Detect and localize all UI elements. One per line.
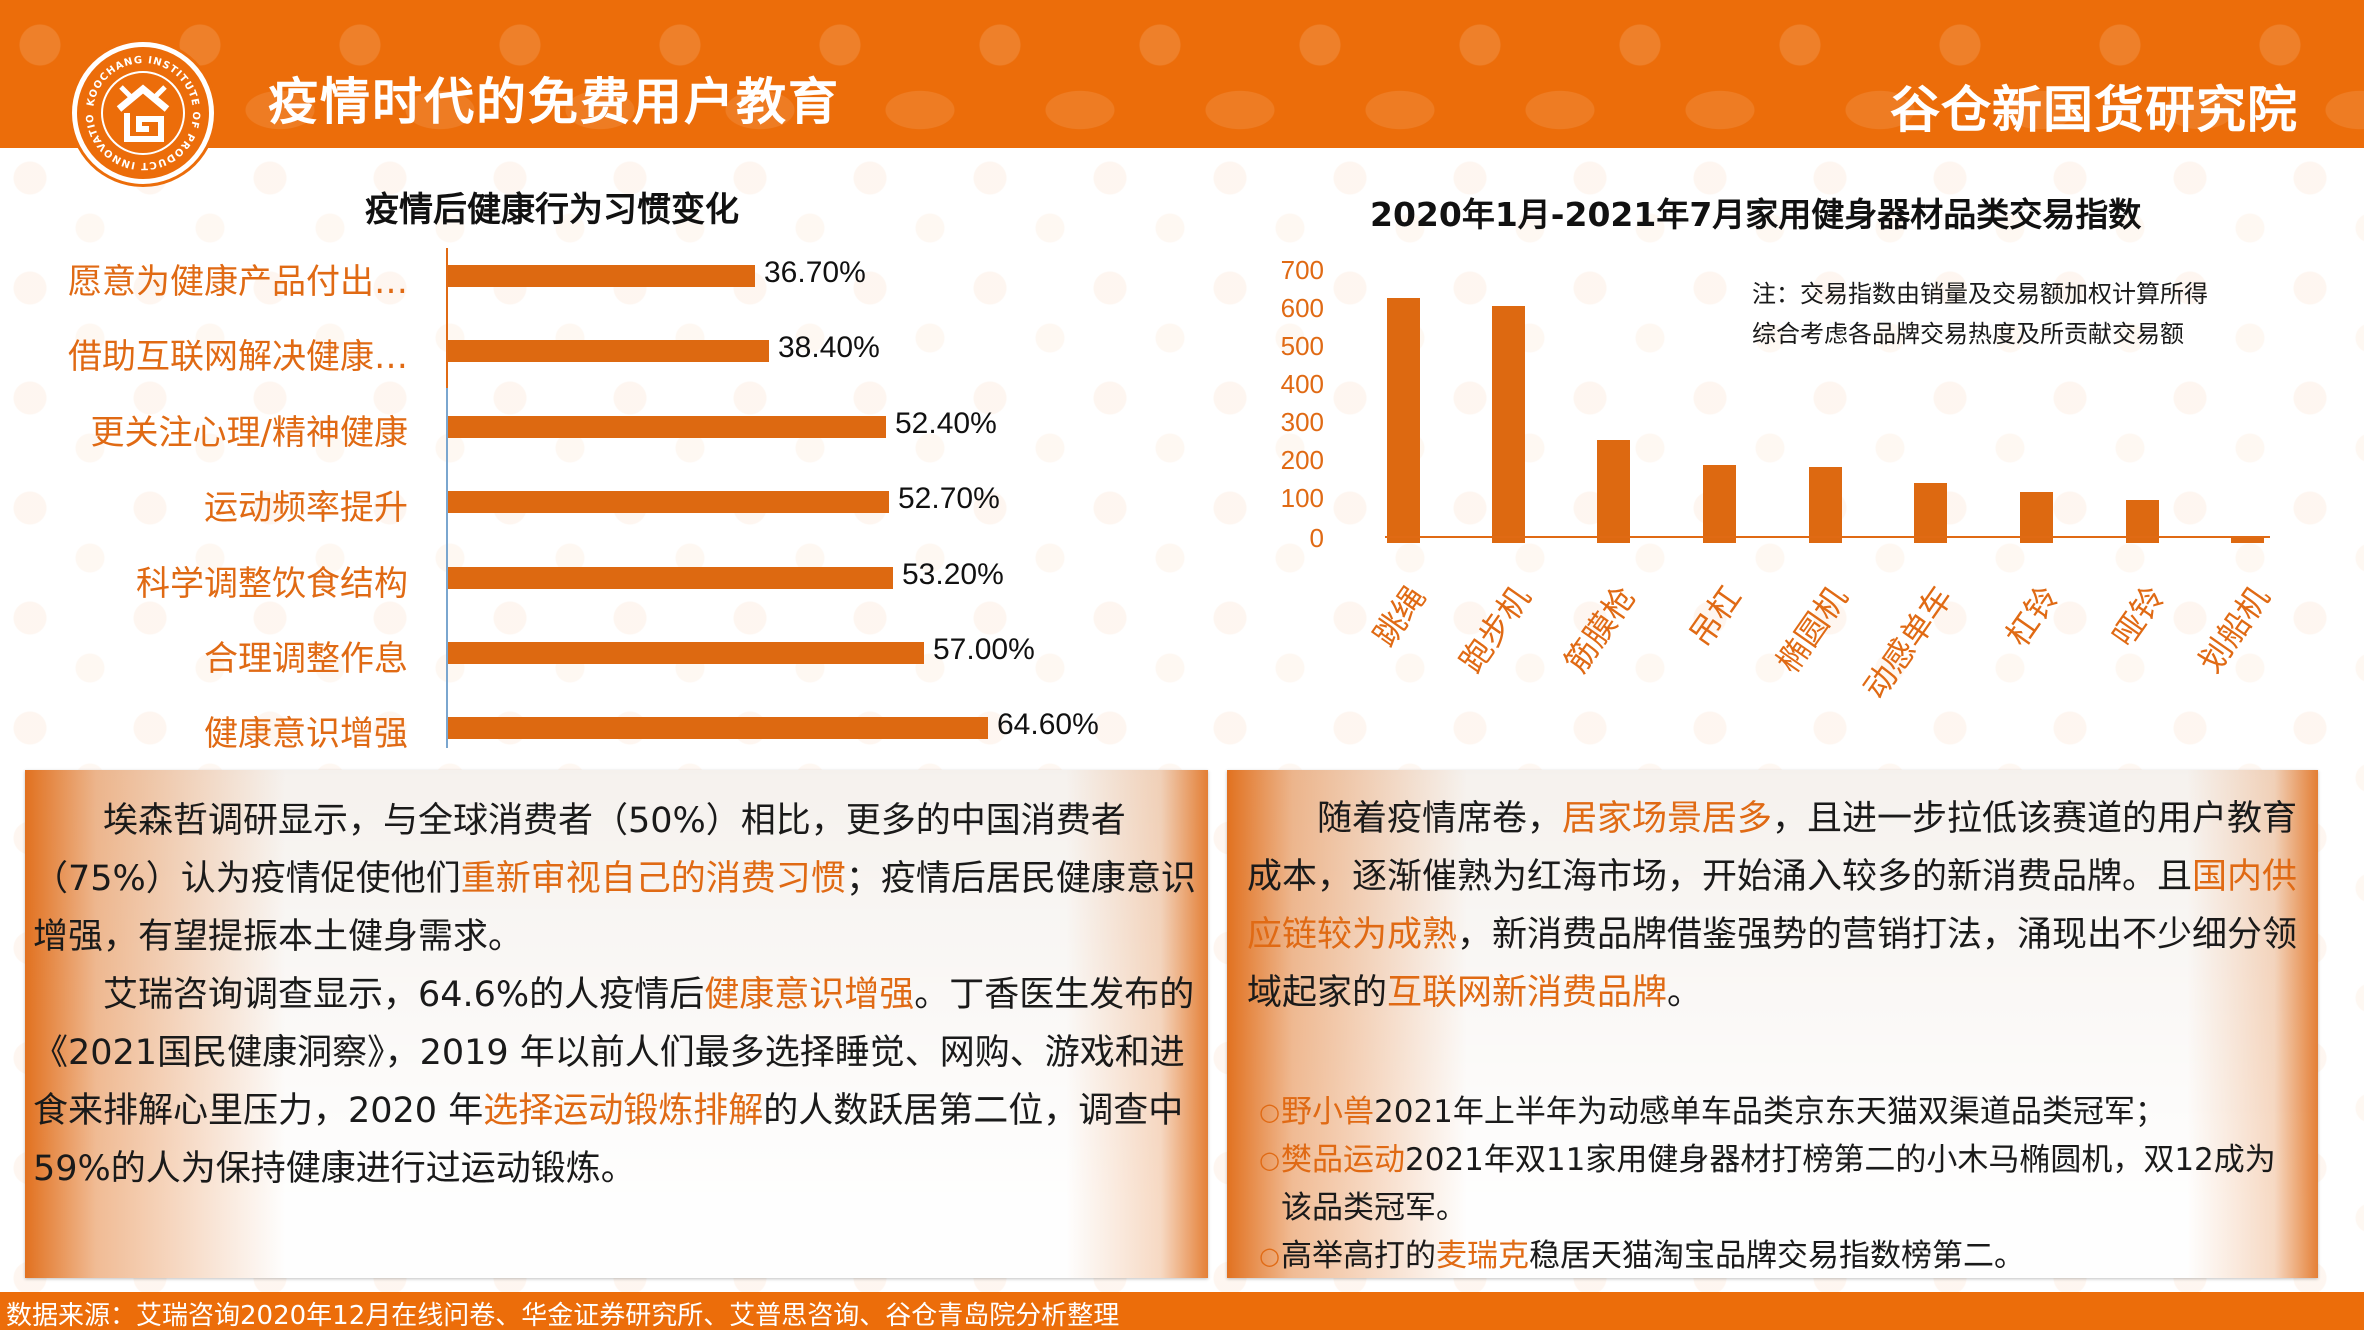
bar: [1914, 483, 1947, 543]
bar-row: 愿意为健康产品付出… 36.70%: [0, 256, 1200, 302]
bar-value: 53.20%: [902, 558, 1004, 591]
text-segment: 。丁香医生发布的《2021国民健康洞察》，2019 年以前人们最多选择睡觉、网购…: [33, 975, 1195, 1131]
left-chart-title: 疫情后健康行为习惯变化: [365, 190, 739, 230]
svg-text:KOOCHANG INSTITUTE OF PRODUCT: KOOCHANG INSTITUTE OF PRODUCT INNOVATION: [77, 47, 201, 171]
bar-label: 健康意识增强: [204, 714, 408, 754]
bar-value: 36.70%: [764, 256, 866, 289]
bar-value: 64.60%: [997, 708, 1099, 741]
bar: [448, 717, 988, 739]
circle-bullet-icon: ○: [1259, 1146, 1280, 1174]
bar: [2020, 492, 2053, 543]
brand-bullet-list: ○ 野小兽2021年上半年为动感单车品类京东天猫双渠道品类冠军； ○ 樊品运动202…: [1259, 1088, 2299, 1280]
market-analysis-panel: 随着疫情席卷，居家场景居多，且进一步拉低该赛道的用户教育成本，逐渐催熟为红海市场…: [1227, 770, 2318, 1278]
highlight-text: 互联网新消费品牌: [1387, 973, 1668, 1013]
bar: [448, 567, 893, 589]
list-item: ○ 高举高打的麦瑞克稳居天猫淘宝品牌交易指数榜第二。: [1259, 1232, 2299, 1280]
list-item: ○ 樊品运动2021年双11家用健身器材打榜第二的小木马椭圆机，双12成为该品类冠…: [1259, 1136, 2299, 1232]
text-segment: 随着疫情席卷，: [1317, 799, 1563, 839]
list-item: ○ 野小兽2021年上半年为动感单车品类京东天猫双渠道品类冠军；: [1259, 1088, 2299, 1136]
bar: [448, 265, 755, 287]
bar: [1492, 306, 1525, 543]
bar: [1809, 467, 1842, 543]
chart-axis-top: [446, 248, 448, 388]
text-segment: 埃森哲调研显示，与全球消费者（50%）相比，更多的中国消费者（75%）认为疫情促…: [33, 801, 1126, 899]
bar-row: 更关注心理/精神健康 52.40%: [0, 407, 1200, 453]
bar-value: 38.40%: [778, 331, 880, 364]
paragraph-consumer-habits: 埃森哲调研显示，与全球消费者（50%）相比，更多的中国消费者（75%）认为疫情促…: [33, 792, 1203, 966]
bar-label: 科学调整饮食结构: [136, 564, 408, 604]
bar-row: 科学调整饮食结构 53.20%: [0, 558, 1200, 604]
y-tick-label: 300: [1280, 407, 1324, 437]
bar: [2231, 536, 2264, 543]
research-summary-panel: 埃森哲调研显示，与全球消费者（50%）相比，更多的中国消费者（75%）认为疫情促…: [25, 770, 1208, 1278]
bar: [448, 491, 889, 513]
right-chart-title: 2020年1月-2021年7月家用健身器材品类交易指数: [1370, 195, 2142, 234]
x-axis-line: [1385, 536, 2270, 538]
bar-label: 愿意为健康产品付出…: [68, 262, 408, 302]
text-segment: 。: [1667, 973, 1703, 1013]
highlight-text: 居家场景居多: [1562, 799, 1773, 839]
highlight-text: 野小兽: [1281, 1094, 1374, 1130]
bar-label: 更关注心理/精神健康: [90, 413, 408, 453]
bar: [1387, 298, 1420, 543]
institute-logo: KOOCHANG INSTITUTE OF PRODUCT INNOVATION: [72, 42, 214, 184]
bar-row: 借助互联网解决健康… 38.40%: [0, 331, 1200, 377]
bar: [1703, 465, 1736, 543]
highlight-text: 国内供应链较为成熟: [1247, 857, 2298, 955]
granary-house-icon: KOOCHANG INSTITUTE OF PRODUCT INNOVATION: [77, 47, 201, 171]
y-tick-label: 700: [1280, 255, 1324, 285]
text-segment: 2021年上半年为动感单车品类京东天猫双渠道品类冠军；: [1374, 1094, 2166, 1130]
highlight-text: 健康意识增强: [704, 975, 915, 1015]
text-segment: 艾瑞咨询调查显示，64.6%的人疫情后: [103, 975, 705, 1015]
y-tick-label: 400: [1280, 369, 1324, 399]
circle-bullet-icon: ○: [1259, 1098, 1280, 1126]
highlight-text: 麦瑞克: [1436, 1238, 1529, 1274]
bar-label: 合理调整作息: [204, 639, 408, 679]
highlight-text: 樊品运动: [1281, 1142, 1405, 1178]
note-line: 注：交易指数由销量及交易额加权计算所得: [1752, 280, 2208, 308]
bar-label: 借助互联网解决健康…: [68, 337, 408, 377]
text-segment: 2021年双11家用健身器材打榜第二的小木马椭圆机，双12成为该品类冠军。: [1281, 1142, 2276, 1226]
brand-name: 谷仓新国货研究院: [1890, 81, 2298, 139]
bar: [448, 416, 886, 438]
page-title: 疫情时代的免费用户教育: [268, 73, 840, 131]
paragraph-market-trend: 随着疫情席卷，居家场景居多，且进一步拉低该赛道的用户教育成本，逐渐催熟为红海市场…: [1247, 790, 2307, 1022]
note-line: 综合考虑各品牌交易热度及所贡献交易额: [1752, 320, 2184, 348]
bar-label: 运动频率提升: [204, 488, 408, 528]
header-icon-pattern: [0, 0, 2364, 148]
paragraph-health-awareness: 艾瑞咨询调查显示，64.6%的人疫情后健康意识增强。丁香医生发布的《2021国民…: [33, 966, 1203, 1198]
text-segment: ，且进一步拉低该赛道的用户教育成本，逐渐催熟为红海市场，开始涌入较多的新消费品牌…: [1247, 799, 2298, 897]
bar: [448, 642, 924, 664]
bar-value: 52.70%: [898, 482, 1000, 515]
bar: [2126, 500, 2159, 543]
header-bar: 疫情时代的免费用户教育 谷仓新国货研究院: [0, 0, 2364, 148]
text-segment: 高举高打的: [1281, 1238, 1436, 1274]
data-source-note: 数据来源：艾瑞咨询2020年12月在线问卷、华金证券研究所、艾普思咨询、谷仓青岛…: [6, 1301, 1120, 1330]
text-segment: 的人数跃居第二位，调查中 59%的人为保持健康进行过运动锻炼。: [33, 1091, 1184, 1189]
y-tick-label: 100: [1280, 483, 1324, 513]
bar-value: 52.40%: [895, 407, 997, 440]
circle-bullet-icon: ○: [1259, 1242, 1280, 1270]
bar-row: 健康意识增强 64.60%: [0, 708, 1200, 754]
bar: [448, 340, 769, 362]
y-tick-label: 600: [1280, 293, 1324, 323]
y-tick-label: 0: [1309, 523, 1324, 553]
bar: [1597, 440, 1630, 543]
footer-bar: 数据来源：艾瑞咨询2020年12月在线问卷、华金证券研究所、艾普思咨询、谷仓青岛…: [0, 1292, 2364, 1330]
highlight-text: 选择运动锻炼排解: [483, 1091, 764, 1131]
bar-row: 合理调整作息 57.00%: [0, 633, 1200, 679]
chart-axis: [446, 248, 448, 748]
text-segment: ；疫情后居民健康意识增强，有望提振本土健身需求。: [33, 859, 1196, 957]
bar-row: 运动频率提升 52.70%: [0, 482, 1200, 528]
highlight-text: 重新审视自己的消费习惯: [460, 859, 846, 899]
text-segment: 稳居天猫淘宝品牌交易指数榜第二。: [1529, 1238, 2025, 1274]
y-tick-label: 500: [1280, 331, 1324, 361]
y-tick-label: 200: [1280, 445, 1324, 475]
text-segment: ，新消费品牌借鉴强势的营销打法，涌现出不少细分领域起家的: [1247, 915, 2298, 1013]
bar-value: 57.00%: [933, 633, 1035, 666]
chart-note: 注：交易指数由销量及交易额加权计算所得 综合考虑各品牌交易热度及所贡献交易额: [1752, 274, 2208, 354]
